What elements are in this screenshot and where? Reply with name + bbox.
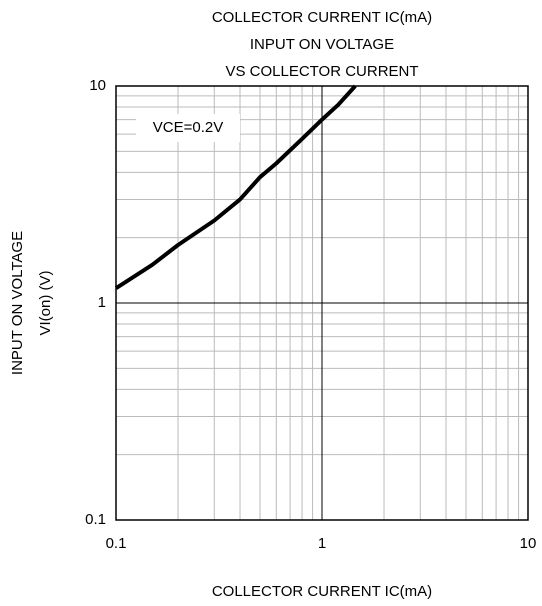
line: [114, 84, 357, 290]
chart-title: COLLECTOR CURRENT IC(mA): [212, 9, 432, 26]
y-tick-label: 10: [89, 77, 106, 94]
chart-title: INPUT ON VOLTAGE: [250, 36, 394, 53]
annotation-bg: [136, 114, 240, 142]
annotation: VCE=0.2V: [153, 119, 223, 136]
x-tick-label: 10: [520, 535, 537, 552]
x-tick-label: 0.1: [106, 535, 127, 552]
y-axis-label: VI(on) (V): [37, 270, 54, 335]
x-tick-label: 1: [318, 535, 326, 552]
chart-title: VS COLLECTOR CURRENT: [225, 63, 418, 80]
x-axis-label: COLLECTOR CURRENT IC(mA): [212, 583, 432, 600]
y-tick-label: 0.1: [85, 511, 106, 528]
y-axis-label: INPUT ON VOLTAGE: [9, 231, 26, 375]
y-tick-label: 1: [98, 294, 106, 311]
plot-frame: [115, 85, 529, 521]
